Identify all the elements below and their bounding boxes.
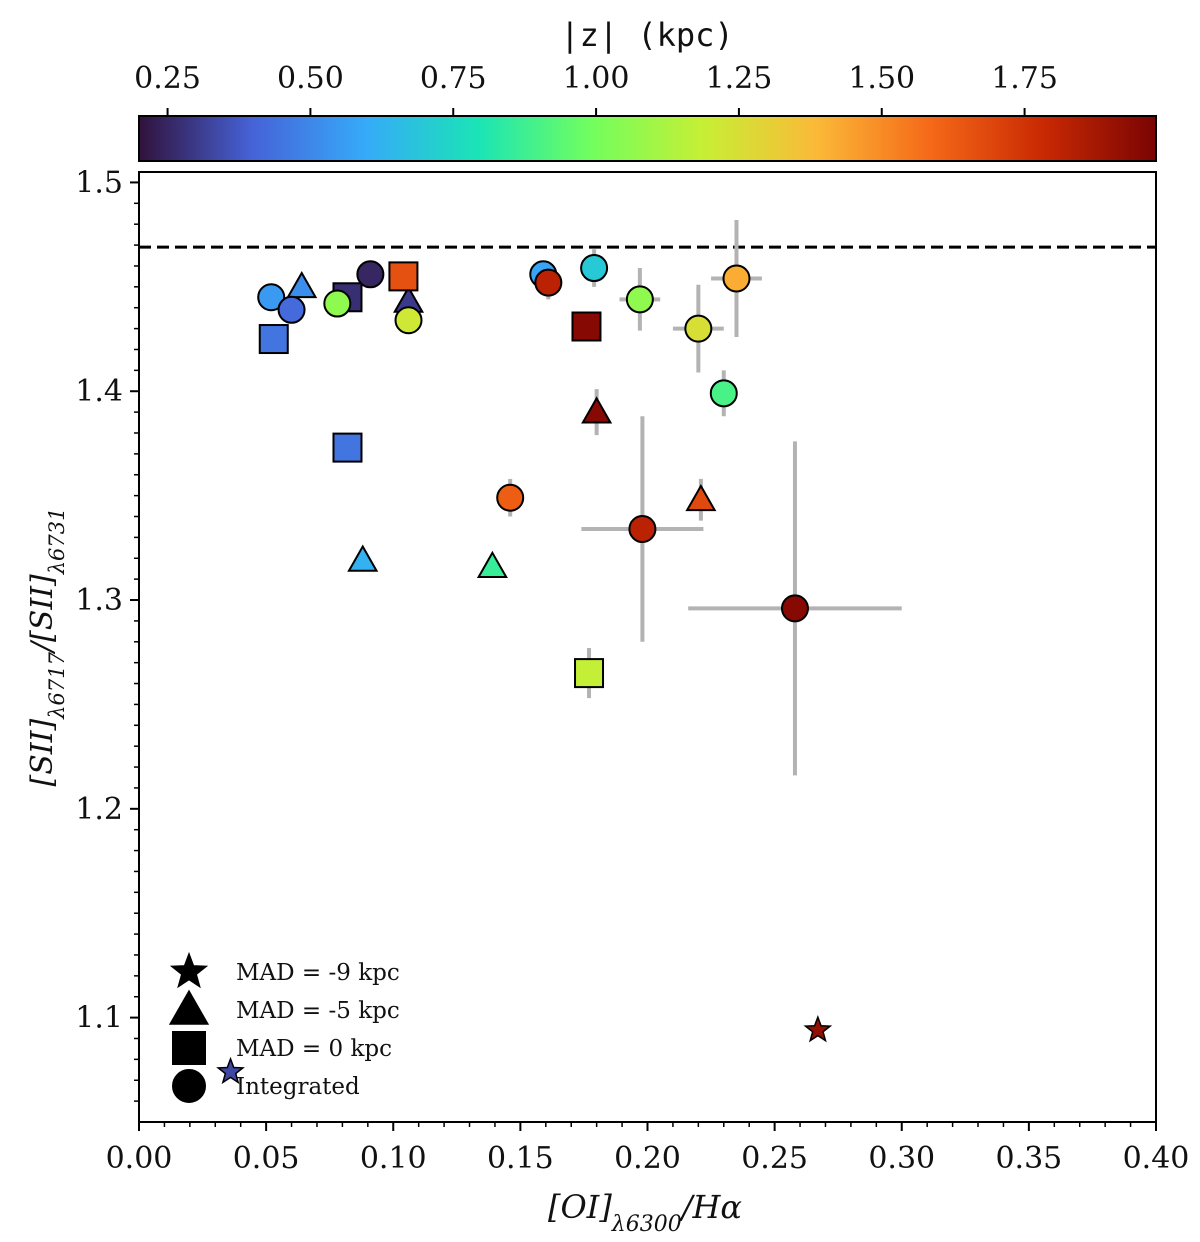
colorbar-tick-label: 1.50 bbox=[848, 61, 915, 96]
colorbar-tick-label: 1.00 bbox=[563, 61, 630, 96]
data-point-square bbox=[571, 311, 602, 342]
data-point-square bbox=[332, 432, 363, 463]
colorbar-tick-label: 0.75 bbox=[420, 61, 487, 96]
colorbar: |z| (kpc) 0.25 0.50 0.75 1.00 1.25 1.50 1.75 bbox=[134, 16, 1157, 162]
data-point-circle bbox=[684, 314, 713, 343]
data-point-square bbox=[574, 658, 605, 689]
y-axis-ticks: 1.1 1.2 1.3 1.4 1.5 bbox=[75, 165, 139, 1102]
y-tick-label: 1.1 bbox=[75, 1001, 123, 1036]
colorbar-tick-label: 1.25 bbox=[706, 61, 773, 96]
x-tick-label: 0.10 bbox=[360, 1141, 427, 1176]
data-point-circle bbox=[394, 306, 423, 335]
y-tick-label: 1.5 bbox=[75, 165, 123, 200]
colorbar-ticks: 0.25 0.50 0.75 1.00 1.25 1.50 1.75 bbox=[134, 61, 1058, 116]
x-axis-ticks: 0.00 0.05 0.10 0.15 0.20 0.25 0.30 0.35 0.40 bbox=[106, 1122, 1190, 1176]
x-tick-label: 0.35 bbox=[995, 1141, 1062, 1176]
data-point-circle bbox=[496, 483, 525, 512]
x-label-sub: λ6300 bbox=[611, 1212, 682, 1237]
data-point-triangle bbox=[347, 544, 379, 572]
legend: MAD = -9 kpc MAD = -5 kpc MAD = 0 kpc Integ… bbox=[168, 951, 400, 1103]
data-point-circle bbox=[625, 285, 654, 314]
legend-marker-circle bbox=[172, 1069, 206, 1103]
legend-marker-star bbox=[169, 951, 209, 989]
x-axis-label: [OI]λ6300/Hα bbox=[548, 1188, 742, 1237]
data-point-triangle bbox=[581, 396, 613, 424]
x-label-main: [OI] bbox=[548, 1188, 612, 1226]
data-point-circle bbox=[580, 254, 609, 283]
colorbar-gradient bbox=[138, 115, 1157, 162]
y-label-sub-2: λ6731 bbox=[45, 508, 69, 576]
colorbar-tick-label: 0.25 bbox=[134, 61, 201, 96]
x-tick-label: 0.00 bbox=[106, 1141, 173, 1176]
colorbar-tick-label: 1.75 bbox=[991, 61, 1058, 96]
data-markers bbox=[216, 254, 833, 1085]
legend-label: MAD = -5 kpc bbox=[236, 998, 400, 1024]
x-tick-label: 0.30 bbox=[868, 1141, 935, 1176]
y-label-sub-1: λ6717 bbox=[45, 651, 69, 719]
data-point-circle bbox=[323, 289, 352, 318]
legend-marker-triangle bbox=[168, 989, 210, 1025]
legend-marker-square bbox=[172, 1031, 206, 1065]
data-point-triangle bbox=[476, 550, 508, 578]
data-point-triangle bbox=[286, 271, 318, 299]
data-point-circle bbox=[534, 268, 563, 297]
data-point-circle bbox=[722, 264, 751, 293]
legend-label: MAD = -9 kpc bbox=[236, 960, 400, 986]
data-point-star bbox=[803, 1014, 833, 1043]
data-point-circle bbox=[277, 295, 306, 324]
data-point-triangle bbox=[685, 483, 717, 512]
data-point-star bbox=[216, 1056, 245, 1085]
data-point-circle bbox=[709, 379, 738, 408]
legend-label: MAD = 0 kpc bbox=[236, 1036, 392, 1062]
y-label-mid: /[SII] bbox=[25, 574, 60, 655]
data-point-square bbox=[388, 261, 419, 292]
x-tick-label: 0.05 bbox=[233, 1141, 300, 1176]
x-tick-label: 0.25 bbox=[741, 1141, 808, 1176]
data-point-circle bbox=[780, 594, 809, 623]
data-point-circle bbox=[257, 283, 286, 312]
data-point-square bbox=[258, 324, 289, 355]
x-tick-label: 0.20 bbox=[614, 1141, 681, 1176]
x-label-tail: /Hα bbox=[679, 1188, 742, 1226]
y-label-main-1: [SII] bbox=[25, 719, 60, 787]
data-point-circle bbox=[628, 515, 657, 544]
colorbar-label: |z| (kpc) bbox=[560, 16, 733, 54]
y-axis-label: [SII]λ6717/[SII]λ6731 bbox=[25, 508, 69, 787]
data-point-circle bbox=[356, 260, 385, 289]
y-tick-label: 1.4 bbox=[75, 374, 123, 409]
x-tick-label: 0.40 bbox=[1123, 1141, 1190, 1176]
legend-label: Integrated bbox=[236, 1074, 360, 1100]
y-tick-label: 1.3 bbox=[75, 583, 123, 618]
colorbar-tick-label: 0.50 bbox=[277, 61, 344, 96]
x-tick-label: 0.15 bbox=[487, 1141, 554, 1176]
y-tick-label: 1.2 bbox=[75, 792, 123, 827]
